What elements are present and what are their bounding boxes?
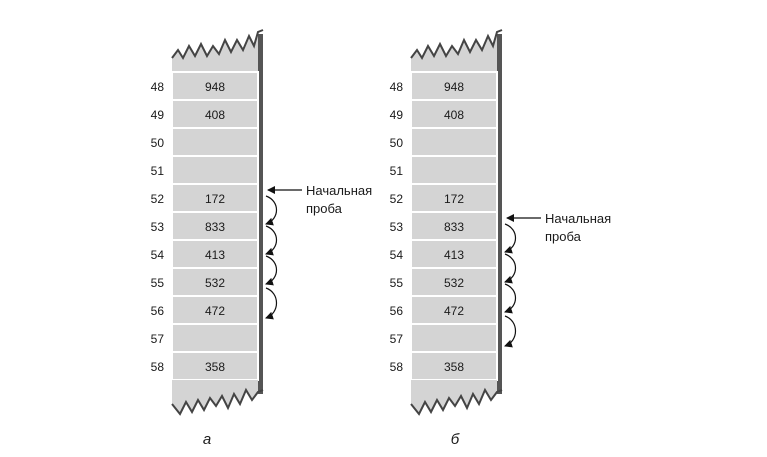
table-cell — [171, 71, 259, 101]
table-cell — [171, 183, 259, 213]
cell-value: 172 — [444, 192, 464, 206]
row-index: 51 — [151, 164, 165, 178]
row-index: 51 — [390, 164, 404, 178]
probe-hop-arrow — [504, 283, 517, 314]
row-index: 48 — [151, 80, 165, 94]
cell-value: 408 — [205, 108, 225, 122]
row-index: 53 — [151, 220, 165, 234]
row-index: 56 — [390, 304, 404, 318]
row-index: 49 — [390, 108, 404, 122]
row-index: 56 — [151, 304, 165, 318]
cell-value: 833 — [205, 220, 225, 234]
diagram-a: 48 49 50 51 52 53 54 55 56 57 58 948 408… — [151, 29, 372, 448]
table-cell — [410, 71, 498, 101]
cell-value: 833 — [444, 220, 464, 234]
probe-hop-arrow — [265, 287, 278, 320]
probe-hop-arrow — [265, 225, 278, 256]
table-cell — [171, 155, 259, 185]
table-shadow — [497, 34, 502, 394]
table-bottom-break — [172, 380, 258, 414]
table-cell — [410, 267, 498, 297]
cell-value: 358 — [444, 360, 464, 374]
row-index: 52 — [151, 192, 165, 206]
table-cell — [171, 295, 259, 325]
row-index: 57 — [151, 332, 165, 346]
probe-hop-arrow — [504, 253, 517, 284]
table-bottom-break-edge — [410, 387, 503, 416]
table-cell — [410, 155, 498, 185]
probe-label-line1: Начальная — [306, 183, 372, 198]
table-cell — [171, 323, 259, 353]
table-cell — [171, 211, 259, 241]
row-index: 53 — [390, 220, 404, 234]
cell-value: 948 — [205, 80, 225, 94]
probe-label-line1: Начальная — [545, 211, 611, 226]
diagram-b: 48 49 50 51 52 53 54 55 56 57 58 948 408… — [390, 29, 611, 448]
probe-hop-arrow — [265, 195, 278, 226]
cell-value: 408 — [444, 108, 464, 122]
probe-hop-arrow — [504, 315, 517, 348]
cell-value: 532 — [444, 276, 464, 290]
table-cell — [410, 295, 498, 325]
row-index: 54 — [151, 248, 165, 262]
row-index: 50 — [151, 136, 165, 150]
row-index: 54 — [390, 248, 404, 262]
row-index: 48 — [390, 80, 404, 94]
diagram-caption: а — [203, 431, 211, 448]
table-cell — [410, 351, 498, 381]
row-index: 58 — [151, 360, 165, 374]
cell-value: 532 — [205, 276, 225, 290]
table-cell — [410, 127, 498, 157]
table-cell — [410, 183, 498, 213]
table-cell — [410, 239, 498, 269]
probe-hop-arrow — [504, 223, 517, 254]
row-index: 50 — [390, 136, 404, 150]
cell-value: 948 — [444, 80, 464, 94]
cell-value: 413 — [205, 248, 225, 262]
row-index: 57 — [390, 332, 404, 346]
table-top-break-edge — [410, 29, 503, 61]
table-bottom-break — [411, 380, 497, 414]
table-shadow — [258, 34, 263, 394]
table-cell — [410, 323, 498, 353]
table-top-break-edge — [171, 29, 264, 61]
table-cell — [171, 267, 259, 297]
probe-label-line2: проба — [306, 201, 343, 216]
probe-label-line2: проба — [545, 229, 582, 244]
row-index: 55 — [151, 276, 165, 290]
probe-hop-arrow — [265, 255, 278, 286]
cell-value: 413 — [444, 248, 464, 262]
row-index: 55 — [390, 276, 404, 290]
diagram-caption: б — [451, 431, 460, 448]
row-index: 52 — [390, 192, 404, 206]
row-index: 58 — [390, 360, 404, 374]
table-bottom-break-edge — [171, 387, 264, 416]
table-cell — [171, 127, 259, 157]
row-index: 49 — [151, 108, 165, 122]
cell-value: 172 — [205, 192, 225, 206]
cell-value: 472 — [444, 304, 464, 318]
cell-value: 358 — [205, 360, 225, 374]
cell-value: 472 — [205, 304, 225, 318]
